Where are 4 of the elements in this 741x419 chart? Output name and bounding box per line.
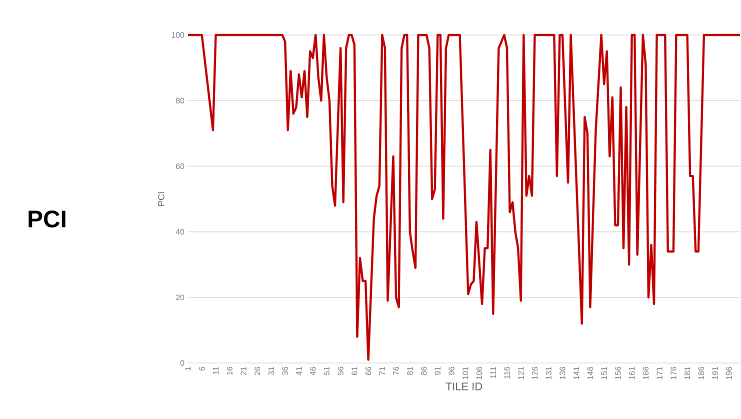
text: PCI — [28, 210, 66, 228]
line-series — [186, 34, 741, 361]
y-axis-title: PCI — [158, 192, 164, 206]
x-axis-title: TILE ID — [446, 382, 482, 390]
